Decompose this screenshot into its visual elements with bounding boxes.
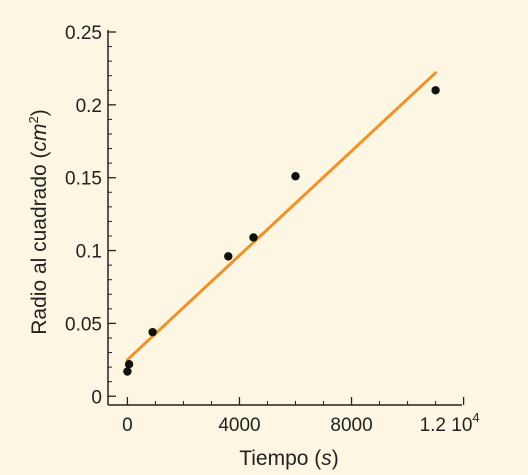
data-points [123,86,440,376]
data-point [123,367,132,376]
x-tick-exponent: 4 [472,410,479,425]
data-point [291,172,300,181]
data-point [249,233,258,242]
x-tick-label: 1.2 104 [420,410,480,436]
x-tick-label: 8000 [330,415,372,436]
x-axis-title-text: Tiempo [239,447,308,470]
fit-line [125,71,438,362]
data-point [148,327,157,337]
data-point [431,86,440,95]
data-point [124,360,134,369]
y-ticks: 0 0.05 0.1 0.15 0.2 0.25 [65,23,116,408]
y-tick-label: 0.2 [76,96,102,117]
x-tick-label: 0 [122,415,133,436]
y-axis-title-text: Radio al cuadrado [28,164,51,334]
data-point [224,252,233,261]
y-axis-title-unit-exponent: 2 [26,116,41,123]
y-tick-label: 0.15 [65,169,102,190]
y-axis-title-unit: cm [28,123,51,151]
x-tick-label: 4000 [218,415,260,436]
y-tick-label: 0 [91,387,102,408]
y-tick-label: 0.25 [65,23,102,44]
gridless-plot-area: 0 0.05 0.1 0.15 0.2 0.25 0 4000 8000 1.2 104 [65,23,480,436]
x-ticks: 0 4000 8000 1.2 104 [122,397,480,436]
y-tick-label: 0.05 [65,314,102,335]
y-axis-title: Radio al cuadrado (cm2) [26,109,51,335]
x-axis-title-unit: s [321,447,332,470]
y-tick-label: 0.1 [76,242,102,263]
x-axis-title: Tiempo (s) [239,447,339,470]
